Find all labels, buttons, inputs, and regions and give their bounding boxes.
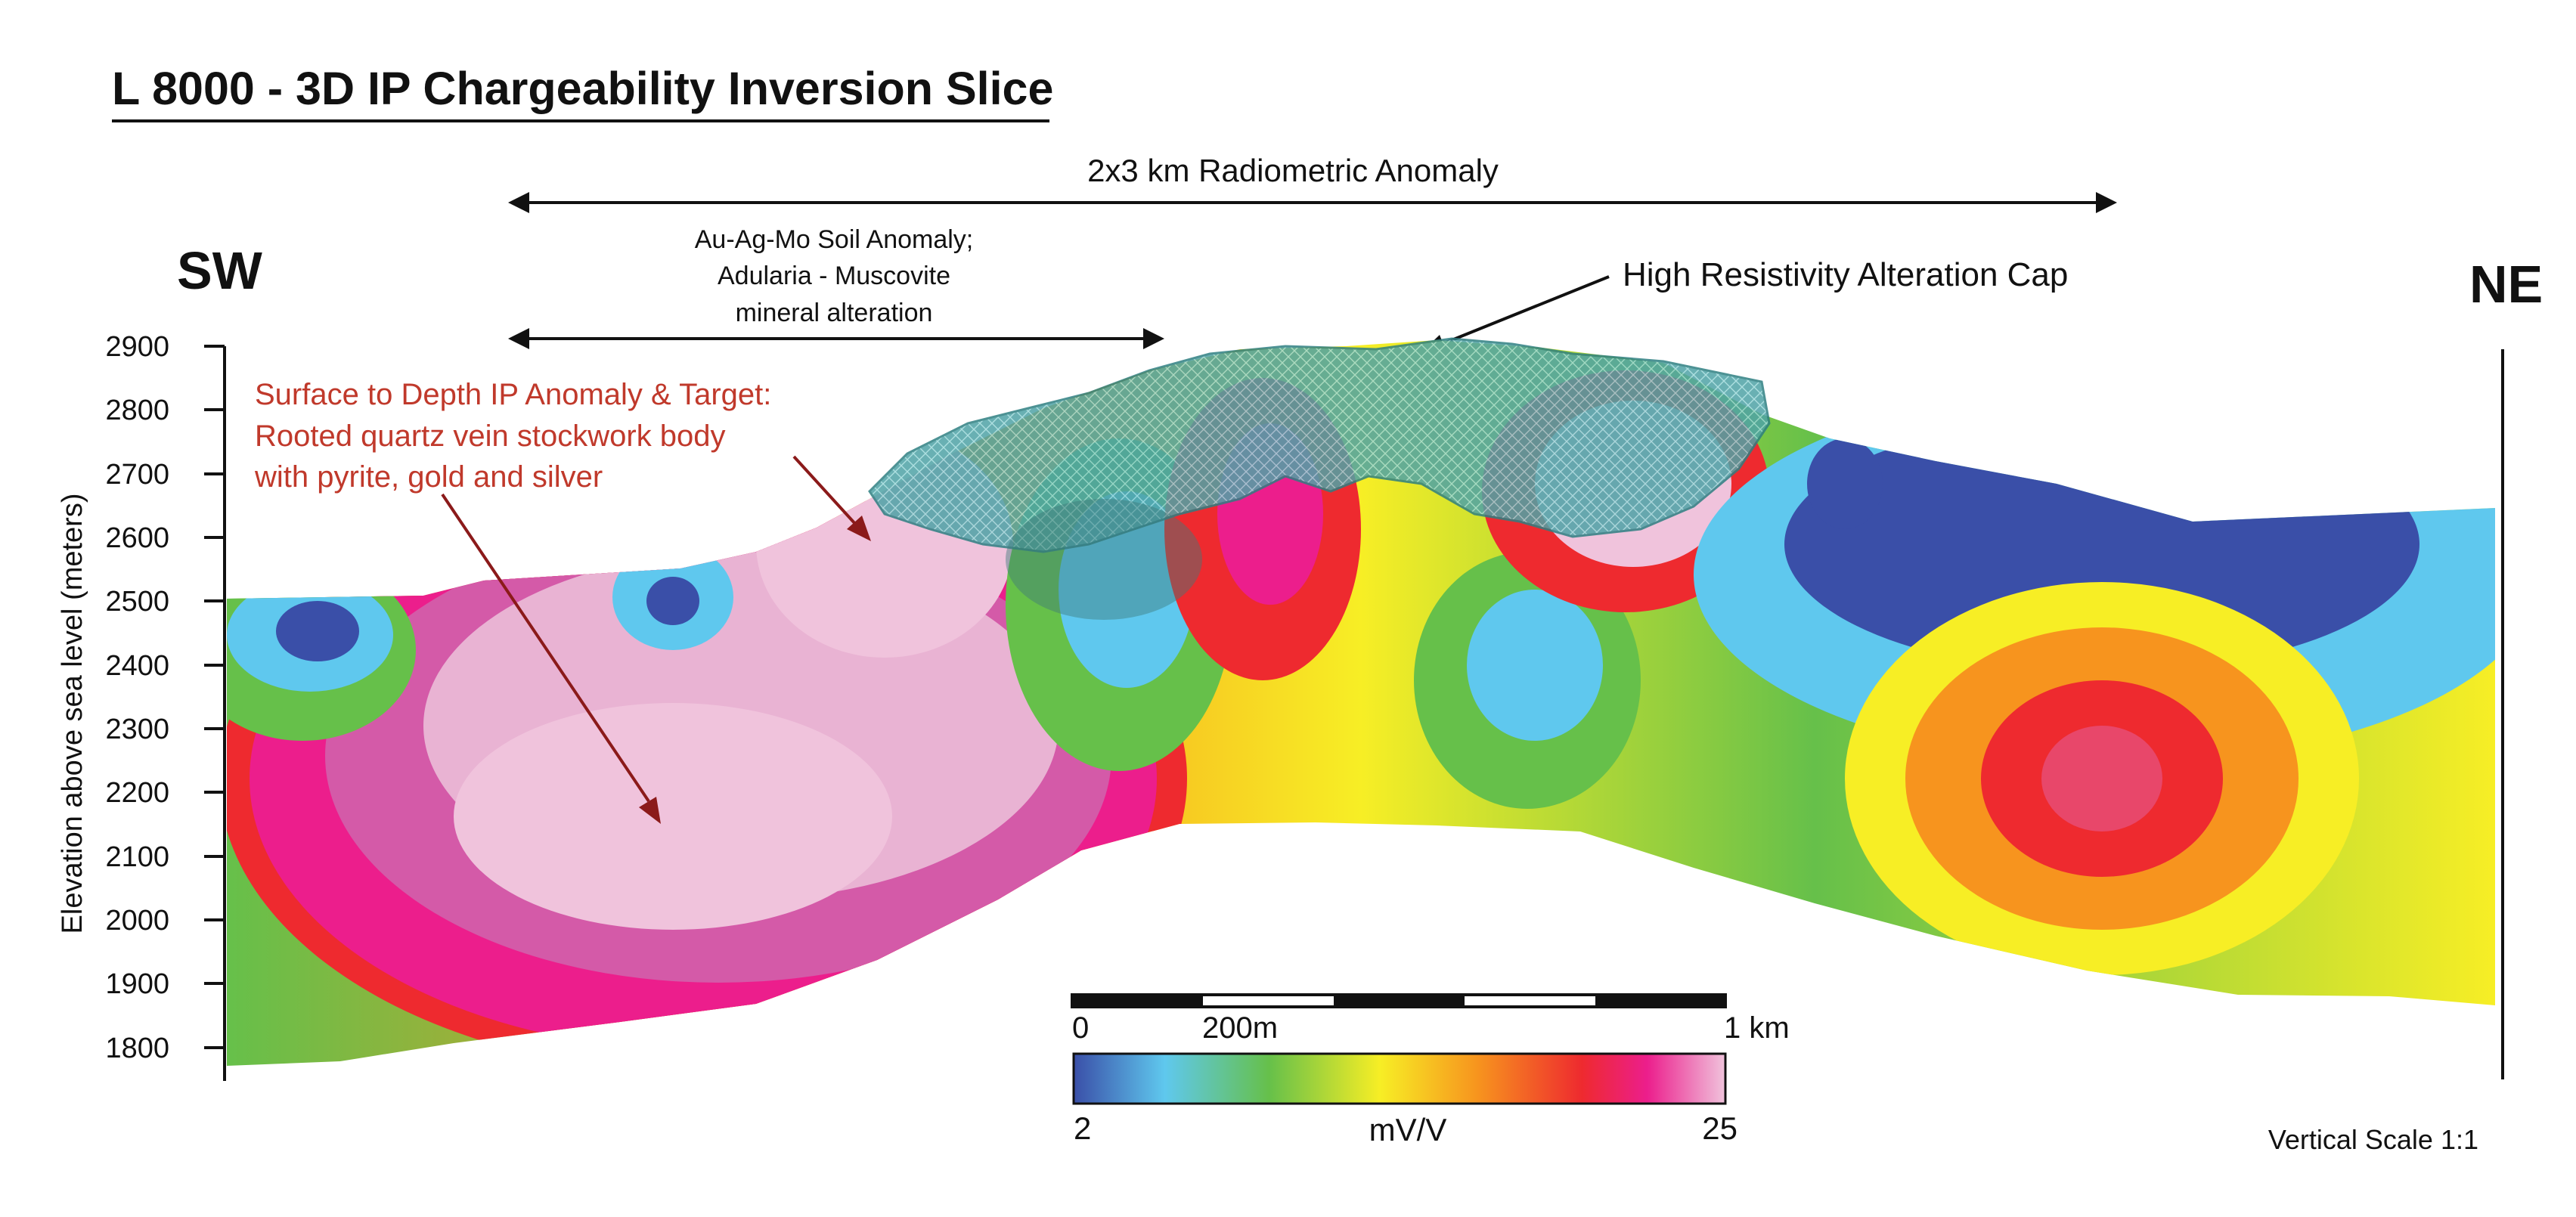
target-label-line1: Surface to Depth IP Anomaly & Target:: [255, 378, 771, 411]
page-title: L 8000 - 3D IP Chargeability Inversion S…: [112, 63, 1053, 114]
target-label-line2: Rooted quartz vein stockwork body: [255, 420, 726, 453]
target-arrow-1: [792, 455, 871, 541]
resistivity-cap-shadow: [1006, 499, 1202, 620]
y-tick-label: 2800: [105, 395, 169, 426]
y-tick-label: 2000: [105, 905, 169, 937]
direction-sw-label: SW: [177, 241, 262, 300]
color-bar-min-label: 2: [1074, 1110, 1091, 1146]
target-arrow-2: [441, 493, 661, 824]
soil-anomaly-label-line2: Adularia - Muscovite: [718, 262, 950, 290]
radiometric-anomaly-arrow: [508, 192, 2117, 213]
y-tick-label: 2700: [105, 459, 169, 491]
resistivity-cap-mesh: [868, 337, 1771, 553]
scale-bar: [1071, 993, 1727, 1008]
y-axis: 2900 2800 2700 2600 2500 2400 2300 2200 …: [57, 331, 226, 1081]
y-tick-label: 2300: [105, 714, 169, 745]
soil-anomaly-label-line1: Au-Ag-Mo Soil Anomaly;: [695, 225, 974, 254]
y-tick-label: 1900: [105, 968, 169, 1000]
y-tick-label: 2400: [105, 650, 169, 682]
vertical-scale-note: Vertical Scale 1:1: [2268, 1124, 2478, 1155]
y-axis-label: Elevation above sea level (meters): [57, 494, 88, 934]
scale-bar-mid-label: 200m: [1202, 1011, 1278, 1045]
color-bar-unit-label: mV/V: [1369, 1112, 1447, 1147]
y-tick-label: 2500: [105, 586, 169, 618]
radiometric-anomaly-label: 2x3 km Radiometric Anomaly: [1087, 153, 1499, 188]
scale-bar-start-label: 0: [1072, 1011, 1089, 1045]
y-tick-label: 1800: [105, 1033, 169, 1064]
y-tick-label: 2200: [105, 777, 169, 809]
direction-ne-label: NE: [2469, 255, 2543, 314]
y-tick-label: 2600: [105, 522, 169, 554]
color-bar: [1072, 1052, 1727, 1105]
y-tick-label: 2900: [105, 331, 169, 363]
soil-anomaly-label-line3: mineral alteration: [736, 299, 933, 327]
resistivity-cap-label: High Resistivity Alteration Cap: [1623, 256, 2068, 293]
target-label-line3: with pyrite, gold and silver: [254, 460, 603, 494]
soil-anomaly-arrow: [508, 328, 1164, 349]
scale-bar-end-label: 1 km: [1724, 1011, 1790, 1045]
color-bar-max-label: 25: [1702, 1110, 1737, 1146]
y-tick-label: 2100: [105, 841, 169, 873]
